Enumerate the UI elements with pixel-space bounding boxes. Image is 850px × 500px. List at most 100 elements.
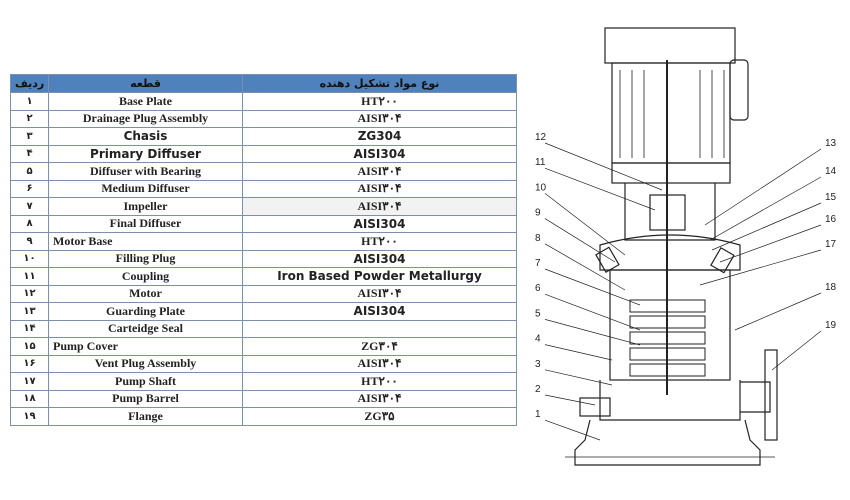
callout-label: 18 — [825, 282, 837, 293]
header-part: قطعه — [48, 74, 243, 93]
part-name: Motor Base — [48, 232, 243, 251]
part-name: Filling Plug — [48, 249, 243, 268]
part-material: AISI304 — [242, 302, 517, 321]
callout-label: 9 — [535, 208, 541, 219]
table-row: ۱۵ Pump Cover ZG۳۰۴ — [10, 337, 517, 356]
part-material: ZG۳۵ — [242, 407, 517, 426]
callout-leader-line — [699, 249, 822, 286]
callout-leader-line — [544, 193, 626, 256]
flange — [764, 349, 778, 441]
callout-leader-line — [544, 268, 641, 306]
callout-label: 1 — [535, 409, 541, 420]
part-material: AISI۳۰۴ — [242, 389, 517, 408]
part-material — [242, 319, 517, 338]
table-row: ۱ Base Plate HT۲۰۰ — [10, 92, 517, 111]
table-row: ۱۲ Motor AISI۳۰۴ — [10, 284, 517, 303]
row-index: ۷ — [10, 197, 49, 216]
callout-label: 4 — [535, 334, 541, 345]
row-index: ۶ — [10, 179, 49, 198]
row-index: ۴ — [10, 144, 49, 163]
callout-leader-line — [544, 218, 616, 263]
callout-label: 11 — [535, 157, 546, 168]
callout-leader-line — [544, 142, 663, 191]
part-material: AISI۳۰۴ — [242, 179, 517, 198]
table-row: ۱۱ Coupling Iron Based Powder Metallurgy — [10, 267, 517, 286]
row-index: ۱۳ — [10, 302, 49, 321]
table-row: ۱۴ Carteidge Seal — [10, 319, 517, 338]
callout-label: 2 — [535, 384, 541, 395]
part-name: Pump Barrel — [48, 389, 243, 408]
terminal-box — [729, 59, 749, 121]
callout-leader-line — [711, 202, 822, 251]
table-row: ۳ Chasis ZG304 — [10, 127, 517, 146]
row-index: ۱۵ — [10, 337, 49, 356]
part-material: AISI304 — [242, 249, 517, 268]
parts-material-table: ردیف قطعه نوع مواد تشکیل دهنده ۱ Base Pla… — [10, 74, 517, 426]
row-index: ۱۸ — [10, 389, 49, 408]
callout-leader-line — [544, 394, 596, 406]
callout-label: 14 — [825, 166, 837, 177]
callout-leader-line — [544, 293, 641, 331]
part-name: Primary Diffuser — [48, 144, 243, 163]
callout-label: 6 — [535, 283, 541, 294]
part-name: Impeller — [48, 197, 243, 216]
part-material: Iron Based Powder Metallurgy — [242, 267, 517, 286]
callout-label: 13 — [825, 138, 837, 149]
callout-leader-line — [544, 243, 626, 291]
part-material: AISI304 — [242, 144, 517, 163]
part-name: Medium Diffuser — [48, 179, 243, 198]
callout-leader-line — [709, 176, 822, 241]
part-name: Chasis — [48, 127, 243, 146]
part-name: Diffuser with Bearing — [48, 162, 243, 181]
row-index: ۸ — [10, 214, 49, 233]
pump-barrel — [609, 269, 731, 381]
row-index: ۱ — [10, 92, 49, 111]
header-index: ردیف — [10, 74, 49, 93]
row-index: ۹ — [10, 232, 49, 251]
callout-label: 16 — [825, 214, 837, 225]
table-row: ۶ Medium Diffuser AISI۳۰۴ — [10, 179, 517, 198]
callout-label: 12 — [535, 132, 547, 143]
table-row: ۷ Impeller AISI۳۰۴ — [10, 197, 517, 216]
callout-leader-line — [734, 292, 822, 331]
table-row: ۸ Final Diffuser AISI304 — [10, 214, 517, 233]
part-name: Base Plate — [48, 92, 243, 111]
row-index: ۱۱ — [10, 267, 49, 286]
part-name: Drainage Plug Assembly — [48, 109, 243, 128]
part-material: AISI۳۰۴ — [242, 354, 517, 373]
callout-label: 8 — [535, 233, 541, 244]
motor-fan-cover — [604, 27, 736, 64]
callout-leader-line — [544, 369, 613, 386]
row-index: ۵ — [10, 162, 49, 181]
chasis — [599, 380, 741, 421]
callout-leader-line — [544, 319, 641, 346]
callout-label: 17 — [825, 239, 837, 250]
part-material: HT۲۰۰ — [242, 372, 517, 391]
part-name: Vent Plug Assembly — [48, 354, 243, 373]
drainage-plug — [579, 397, 611, 417]
callout-label: 7 — [535, 258, 541, 269]
table-row: ۱۸ Pump Barrel AISI۳۰۴ — [10, 389, 517, 408]
part-name: Guarding Plate — [48, 302, 243, 321]
part-name: Coupling — [48, 267, 243, 286]
part-material: HT۲۰۰ — [242, 92, 517, 111]
part-name: Motor — [48, 284, 243, 303]
part-material: AISI۳۰۴ — [242, 284, 517, 303]
part-name: Flange — [48, 407, 243, 426]
callout-leader-line — [544, 167, 656, 211]
row-index: ۱۷ — [10, 372, 49, 391]
table-row: ۴ Primary Diffuser AISI304 — [10, 144, 517, 163]
table-row: ۵ Diffuser with Bearing AISI۳۰۴ — [10, 162, 517, 181]
callout-label: 15 — [825, 192, 837, 203]
callout-leader-line — [704, 148, 822, 226]
callout-label: 5 — [535, 308, 541, 319]
table-row: ۱۹ Flange ZG۳۵ — [10, 407, 517, 426]
row-index: ۱۴ — [10, 319, 49, 338]
part-material: HT۲۰۰ — [242, 232, 517, 251]
callout-label: 19 — [825, 320, 837, 331]
row-index: ۱۰ — [10, 249, 49, 268]
pump-cross-section-diagram: 12 11 10 9 8 7 6 5 4 3 2 1 13 14 15 16 17 18 19 — [535, 27, 837, 466]
part-name: Carteidge Seal — [48, 319, 243, 338]
header-material: نوع مواد تشکیل دهنده — [242, 74, 517, 93]
callout-leader-line — [719, 224, 822, 263]
